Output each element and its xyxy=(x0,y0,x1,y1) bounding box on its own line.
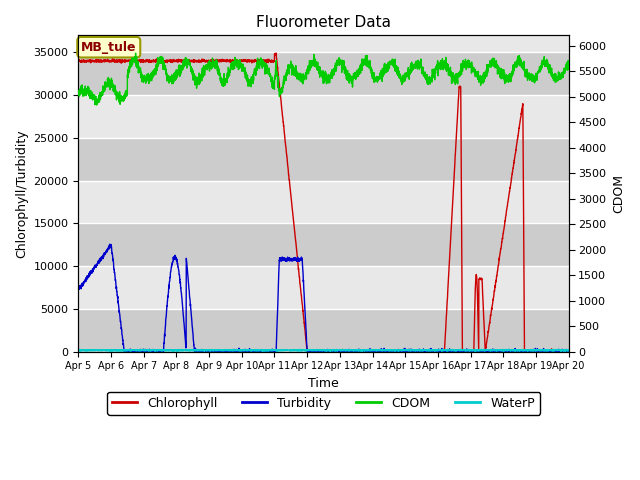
Bar xyxy=(79,309,568,351)
Bar xyxy=(79,138,568,180)
Bar xyxy=(79,223,568,266)
Bar xyxy=(79,52,568,95)
Title: Fluorometer Data: Fluorometer Data xyxy=(256,15,391,30)
Y-axis label: Chlorophyll/Turbidity: Chlorophyll/Turbidity xyxy=(15,129,28,258)
Y-axis label: CDOM: CDOM xyxy=(612,174,625,213)
Text: MB_tule: MB_tule xyxy=(81,41,136,54)
X-axis label: Time: Time xyxy=(308,377,339,390)
Legend: Chlorophyll, Turbidity, CDOM, WaterP: Chlorophyll, Turbidity, CDOM, WaterP xyxy=(107,392,540,415)
